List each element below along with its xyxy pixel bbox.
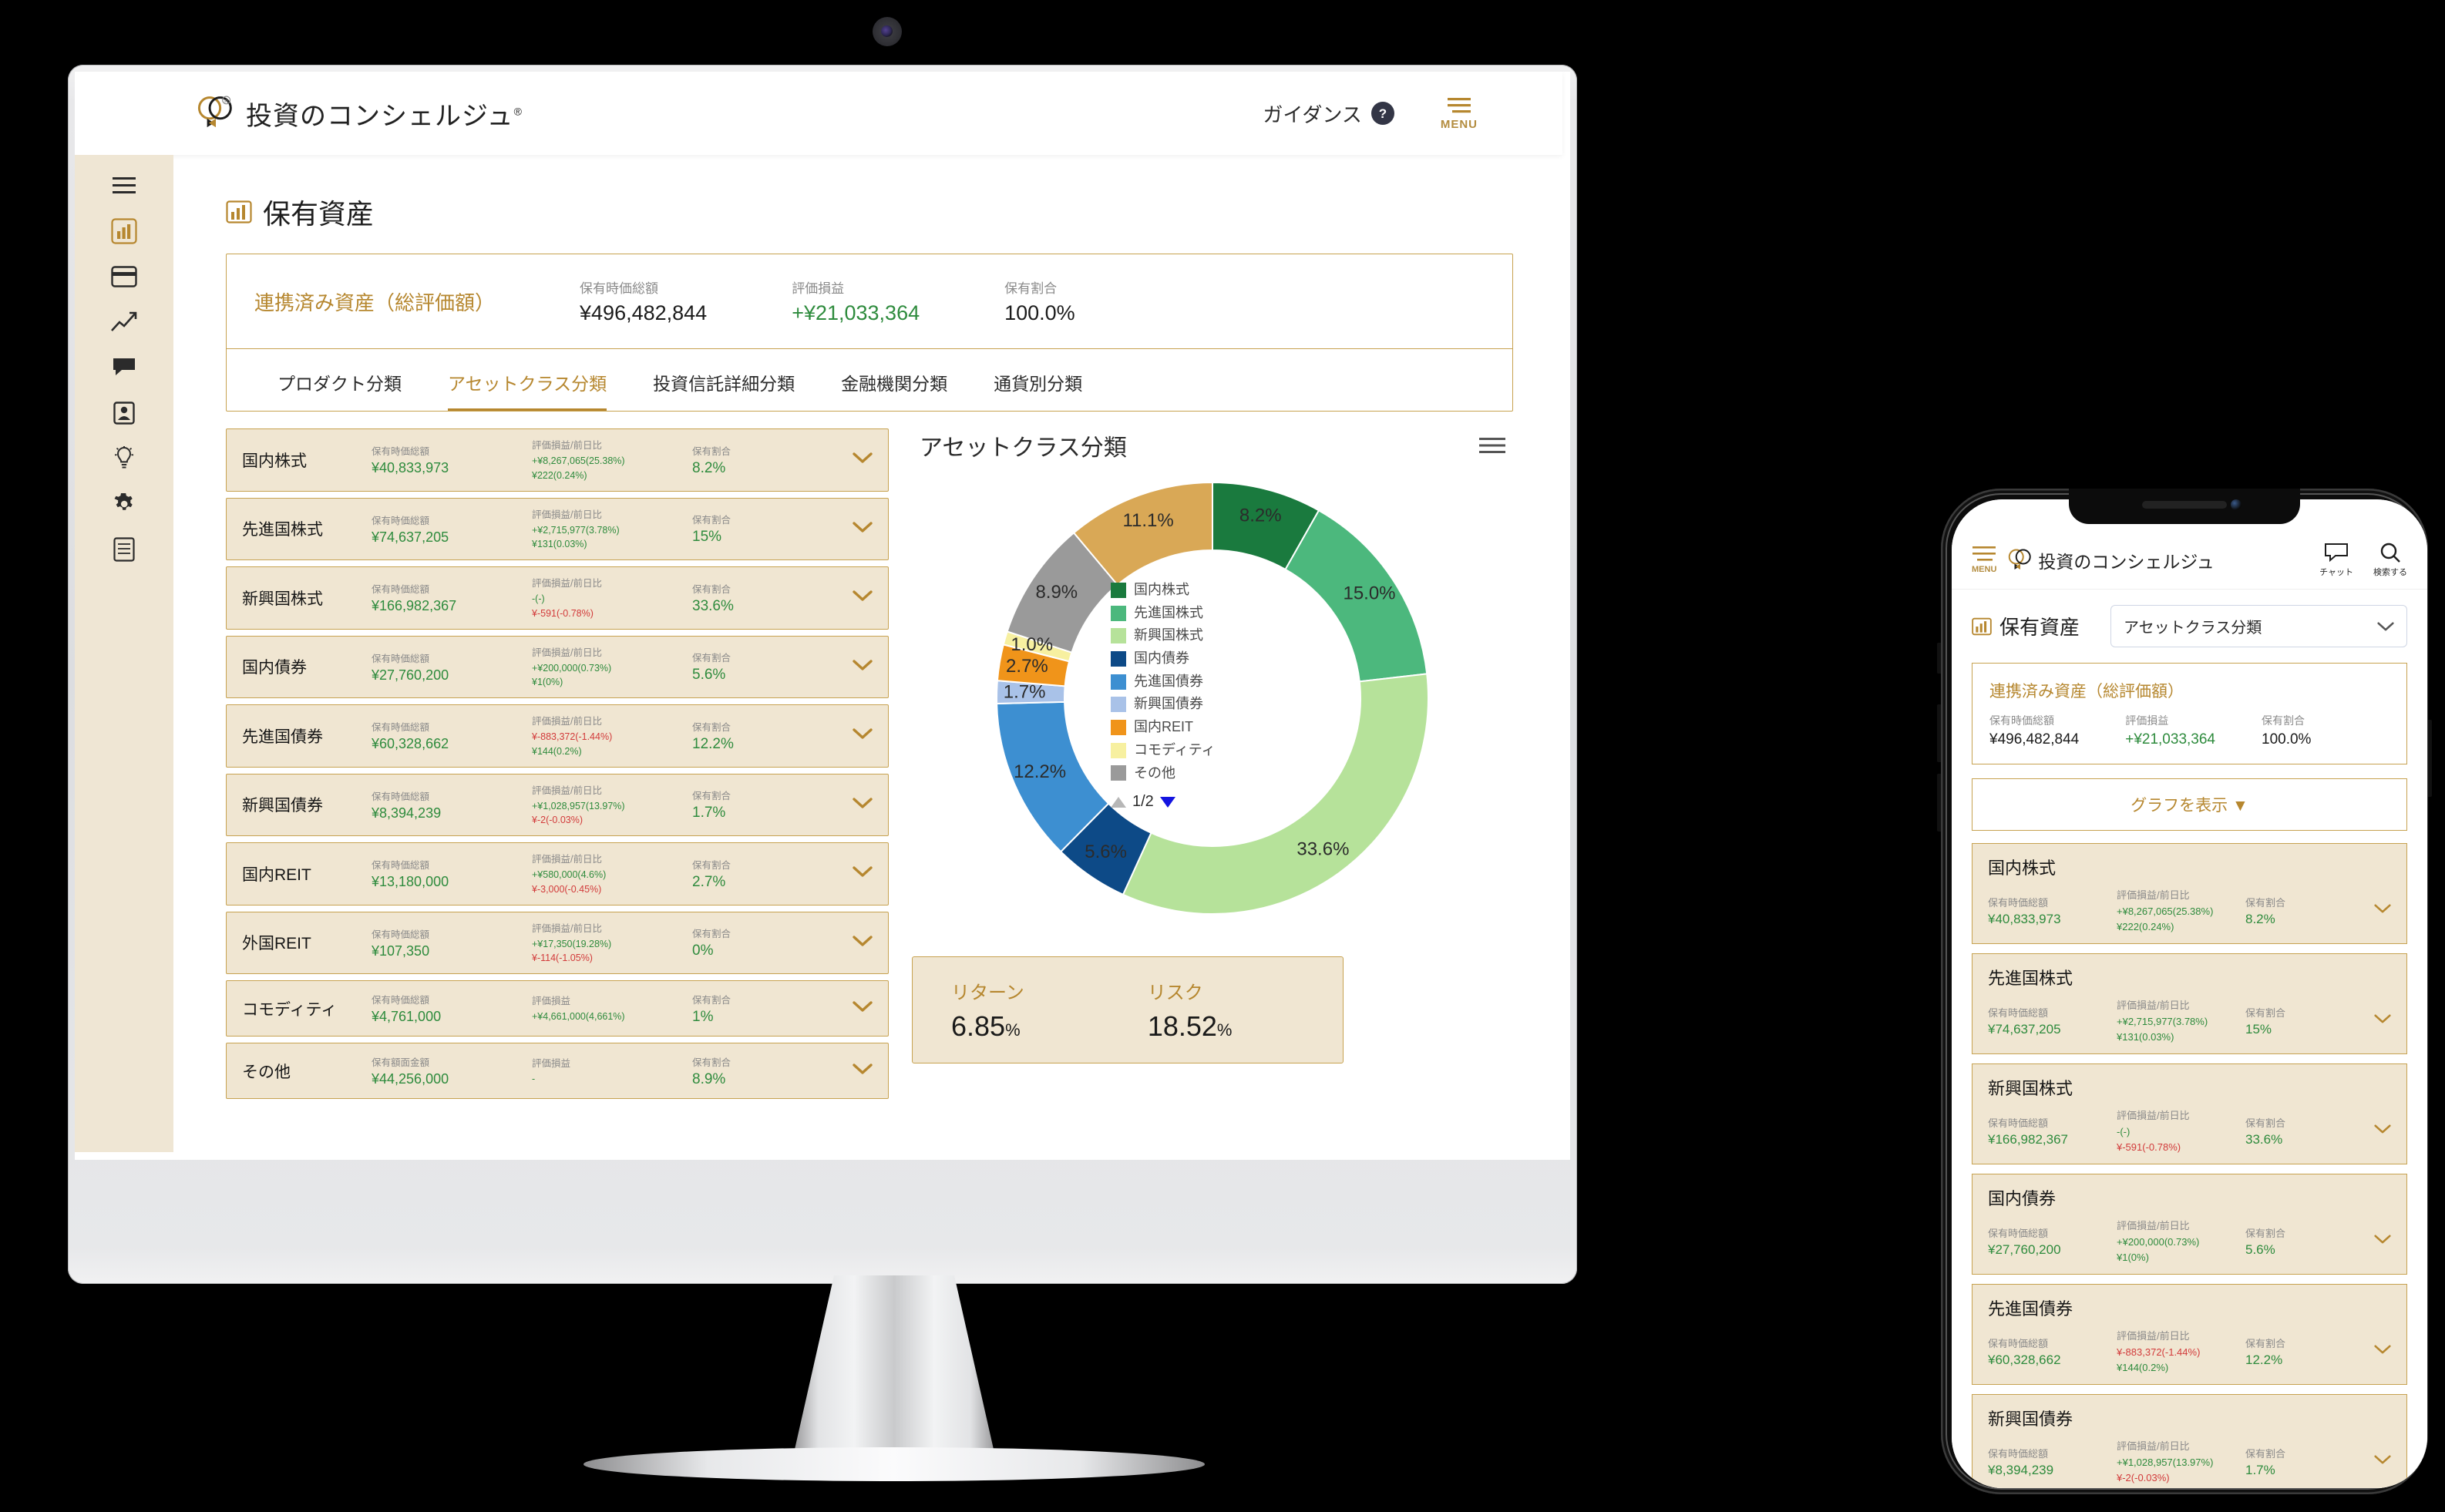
svg-text:8.2%: 8.2% bbox=[1239, 505, 1282, 526]
svg-text:?: ? bbox=[1379, 106, 1387, 121]
svg-text:11.1%: 11.1% bbox=[1122, 510, 1173, 531]
svg-text:R: R bbox=[224, 99, 228, 105]
svg-text:8.9%: 8.9% bbox=[1035, 582, 1078, 603]
svg-text:33.6%: 33.6% bbox=[1296, 839, 1349, 860]
svg-text:2.7%: 2.7% bbox=[1006, 656, 1048, 677]
svg-text:1.7%: 1.7% bbox=[1004, 681, 1046, 702]
svg-text:15.0%: 15.0% bbox=[1343, 583, 1395, 604]
svg-text:12.2%: 12.2% bbox=[1014, 761, 1066, 782]
svg-text:1.0%: 1.0% bbox=[1011, 634, 1053, 655]
svg-text:5.6%: 5.6% bbox=[1085, 842, 1127, 862]
